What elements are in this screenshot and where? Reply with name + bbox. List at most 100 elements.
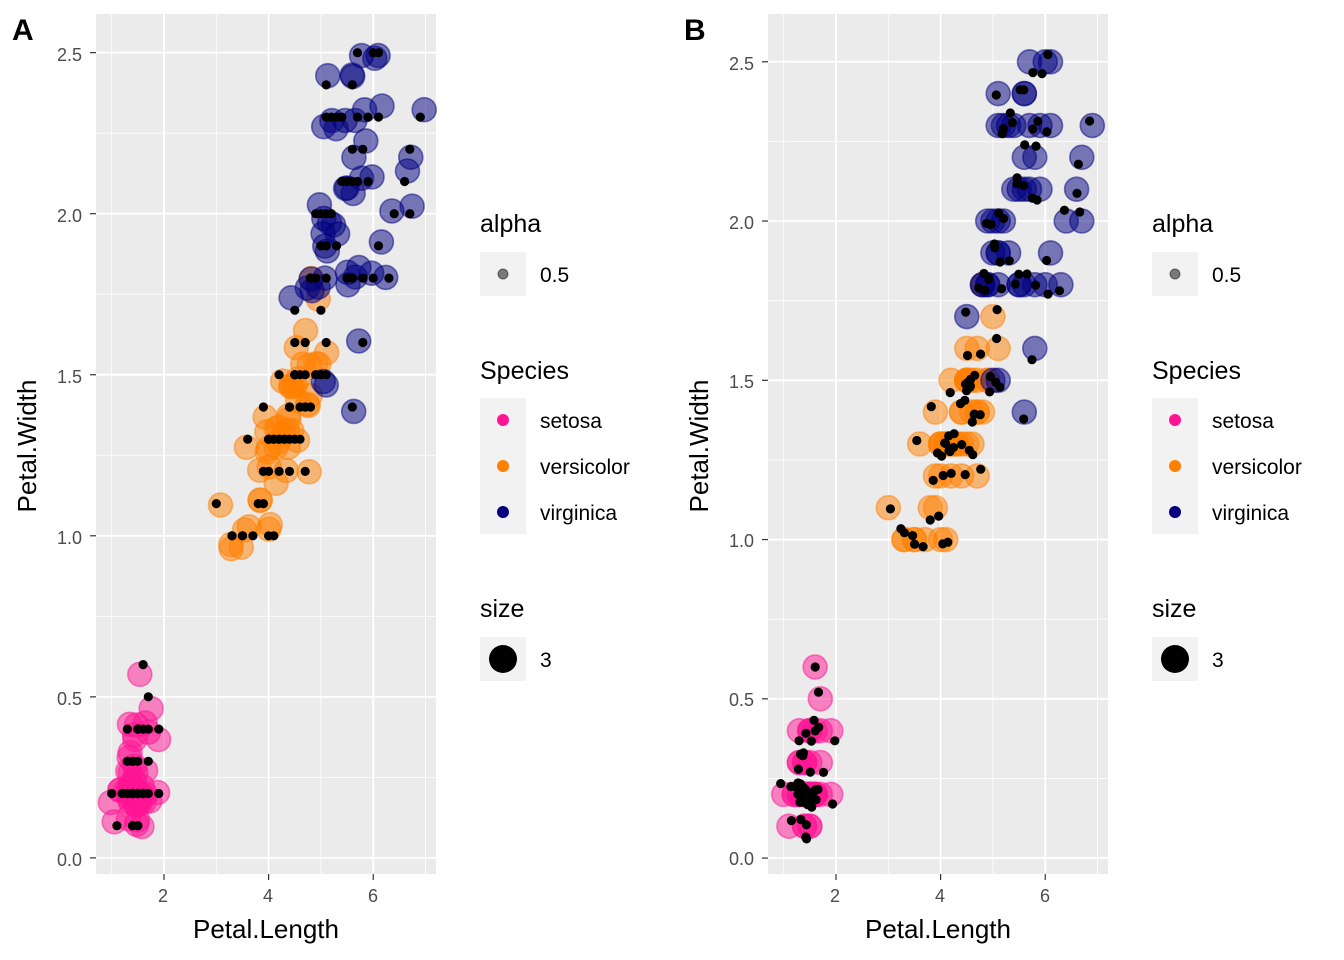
panel-a-small-point-virginica xyxy=(316,241,326,251)
panel-b-small-point-versicolor xyxy=(896,524,906,534)
panel-a-small-point-virginica xyxy=(389,209,399,219)
panel-b-x-axis: 2 4 6 xyxy=(830,886,1050,906)
panel-b-small-point-virginica xyxy=(984,273,994,283)
panel-a-small-point-virginica xyxy=(347,144,357,154)
panel-a-legend-size-label: 3 xyxy=(540,649,552,672)
panel-b-small-point-versicolor xyxy=(975,410,985,420)
panel-b-small-point-virginica xyxy=(1042,127,1052,137)
panel-b-point-virginica xyxy=(953,303,980,330)
panel-b-small-point-virginica xyxy=(1043,289,1053,299)
panel-b-small-point-setosa xyxy=(786,816,797,826)
panel-a-small-point-setosa xyxy=(122,724,132,734)
panel-b-legend-alpha-title: alpha xyxy=(1152,210,1213,238)
panel-b-legend-virginica-point xyxy=(1169,506,1181,518)
panel-a-small-point-virginica xyxy=(305,273,316,283)
panel-b-ytick-label: 1.0 xyxy=(729,531,754,551)
panel-a: A 0.0 0.5 1.0 1.5 2.0 2.5 2 4 6 Petal.Le… xyxy=(12,14,630,944)
panel-b-xtick-label: 4 xyxy=(935,886,945,906)
panel-a-small-point-virginica xyxy=(405,144,415,154)
panel-a-small-point-versicolor xyxy=(274,466,284,476)
panel-b-small-point-virginica xyxy=(995,382,1005,392)
panel-a-point-virginica xyxy=(368,229,395,255)
panel-a-small-point-versicolor xyxy=(300,370,310,380)
panel-a-ytick-label: 0.5 xyxy=(57,689,82,709)
panel-b-ytick-label: 0.0 xyxy=(729,849,754,869)
panel-b-legend-size-point xyxy=(1161,645,1189,673)
panel-b-small-point-virginica xyxy=(1031,141,1041,151)
panel-b-small-point-virginica xyxy=(990,243,1000,253)
panel-a-xtick-label: 6 xyxy=(368,886,378,906)
panel-a-small-point-versicolor xyxy=(295,434,305,444)
panel-b-small-point-versicolor xyxy=(945,388,955,398)
panel-b-small-point-setosa xyxy=(805,767,815,777)
panel-a-small-point-versicolor xyxy=(258,402,268,412)
panel-b-ytick-label: 2.0 xyxy=(729,213,754,233)
panel-b-small-point-setosa xyxy=(813,687,824,697)
panel-b-small-point-virginica xyxy=(1059,205,1069,215)
panel-b-small-point-versicolor xyxy=(918,542,928,552)
panel-b-small-points xyxy=(776,49,1095,844)
panel-b-legend-versicolor-point xyxy=(1169,460,1181,472)
panel-b-small-point-versicolor xyxy=(910,539,920,549)
panel-a-small-point-setosa xyxy=(128,756,138,766)
panel-b-small-point-versicolor xyxy=(885,504,896,514)
panel-b-small-point-virginica xyxy=(1073,159,1083,169)
panel-a-ytick-label: 1.0 xyxy=(57,528,82,548)
panel-b-small-point-virginica xyxy=(1020,140,1030,150)
panel-b-small-point-setosa xyxy=(797,750,807,760)
panel-a-small-point-virginica xyxy=(337,112,347,122)
panel-a-small-point-virginica xyxy=(368,273,378,283)
panel-a-small-point-versicolor xyxy=(269,434,279,444)
panel-b-small-point-setosa xyxy=(798,797,808,807)
panel-b-small-point-virginica xyxy=(1027,193,1038,203)
panel-b-legend-setosa-point xyxy=(1169,414,1181,426)
panel-b-small-point-setosa xyxy=(801,728,811,738)
panel-b-y-axis: 0.0 0.5 1.0 1.5 2.0 2.5 xyxy=(729,54,754,869)
panel-b-small-point-versicolor xyxy=(938,470,948,481)
panel-a-small-point-versicolor xyxy=(248,531,258,541)
panel-b-small-point-virginica xyxy=(1027,355,1037,365)
panel-a-ytick-label: 0.0 xyxy=(57,850,82,870)
panel-b-legend-versicolor-label: versicolor xyxy=(1212,456,1302,479)
panel-b-small-point-virginica xyxy=(1019,85,1029,95)
panel-b-small-point-virginica xyxy=(1019,414,1029,424)
panel-b-small-point-setosa xyxy=(796,814,806,825)
panel-a-small-point-virginica xyxy=(326,209,336,219)
panel-a-small-point-setosa xyxy=(143,756,153,766)
panel-b-small-point-setosa xyxy=(810,726,820,736)
panel-a-ytick-label: 1.5 xyxy=(57,367,82,387)
panel-b-small-point-virginica xyxy=(1072,188,1082,198)
panel-b-legend-alpha-point xyxy=(1169,268,1181,280)
panel-a-ytick-label: 2.5 xyxy=(57,45,82,65)
panel-b-small-point-virginica xyxy=(981,218,992,228)
panel-a-small-point-virginica xyxy=(363,176,373,187)
panel-a-legend: alpha 0.5 Species setosa versicolor virg… xyxy=(480,210,630,681)
panel-b-legend-size-title: size xyxy=(1152,595,1196,623)
panel-b-small-point-virginica xyxy=(980,285,990,295)
panel-b-small-point-versicolor xyxy=(943,537,953,547)
panel-a-y-tickmarks xyxy=(90,52,96,859)
panel-b-small-point-versicolor xyxy=(912,435,922,446)
panel-b-small-point-virginica xyxy=(1019,180,1029,191)
panel-b-small-point-versicolor xyxy=(937,451,947,461)
panel-b-legend: alpha 0.5 Species setosa versicolor virg… xyxy=(1152,210,1302,681)
panel-b-small-point-versicolor xyxy=(967,417,977,427)
panel-a-small-point-versicolor xyxy=(227,531,237,541)
panel-a-small-point-versicolor xyxy=(284,466,295,476)
panel-a-small-point-virginica xyxy=(358,144,368,154)
panel-a-small-point-virginica xyxy=(373,241,384,251)
panel-a-xtick-label: 2 xyxy=(158,886,168,906)
panel-a-small-point-setosa xyxy=(112,821,122,831)
panel-b-small-point-versicolor xyxy=(985,371,995,382)
panel-b-legend-size-label: 3 xyxy=(1212,649,1224,672)
panel-b-small-point-versicolor xyxy=(946,468,956,478)
panel-a-small-point-versicolor xyxy=(295,402,305,412)
panel-a-small-point-versicolor xyxy=(321,337,331,348)
panel-a-x-tickmarks xyxy=(163,874,374,880)
panel-a-small-point-virginica xyxy=(337,176,347,187)
panel-b-small-point-virginica xyxy=(998,124,1009,134)
panel-b: B 0.0 0.5 1.0 1.5 2.0 2.5 2 4 6 Petal.Le… xyxy=(684,14,1302,944)
panel-a-small-point-setosa xyxy=(143,692,153,702)
panel-b-small-point-setosa xyxy=(830,736,840,746)
panel-a-small-point-virginica xyxy=(332,241,342,251)
